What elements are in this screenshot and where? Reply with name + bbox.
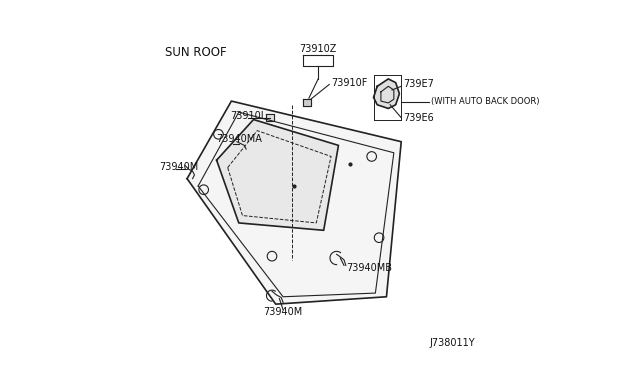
Text: 739E6: 739E6	[403, 113, 434, 123]
Text: 73940MB: 73940MB	[346, 263, 392, 273]
Text: 73910F: 73910F	[331, 78, 367, 88]
Polygon shape	[374, 79, 399, 109]
Polygon shape	[266, 114, 274, 121]
Text: 73910Z: 73910Z	[299, 44, 336, 54]
Text: 73940MA: 73940MA	[216, 134, 262, 144]
Polygon shape	[303, 99, 311, 106]
Text: (WITH AUTO BACK DOOR): (WITH AUTO BACK DOOR)	[431, 97, 540, 106]
Polygon shape	[216, 119, 339, 230]
Text: 739E7: 739E7	[403, 80, 434, 89]
Text: 73940M: 73940M	[159, 162, 198, 172]
Text: SUN ROOF: SUN ROOF	[165, 46, 227, 59]
Polygon shape	[187, 101, 401, 304]
Text: 73910L: 73910L	[230, 111, 267, 121]
Text: J738011Y: J738011Y	[429, 339, 475, 349]
Text: 73940M: 73940M	[264, 307, 303, 317]
